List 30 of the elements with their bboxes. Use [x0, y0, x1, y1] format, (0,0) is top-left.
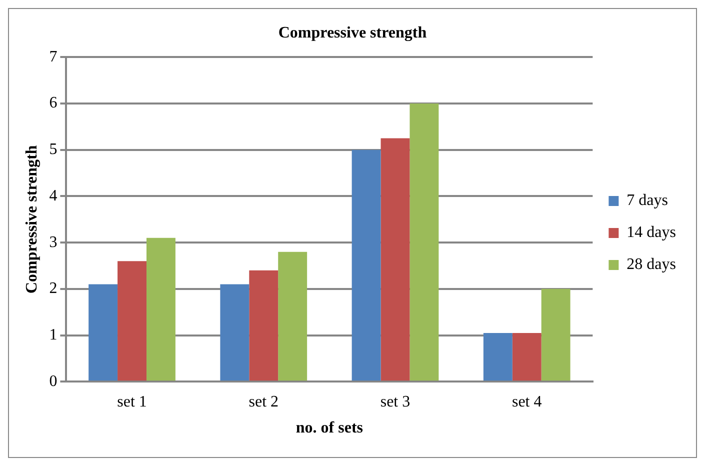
x-axis-title: no. of sets [296, 420, 363, 437]
x-tick-label: set 3 [380, 393, 410, 410]
bar [278, 252, 308, 381]
y-tick-label: 4 [49, 187, 58, 204]
bar [352, 150, 381, 381]
legend-label: 28 days [626, 256, 676, 274]
bar [483, 332, 512, 381]
bar [410, 104, 439, 381]
x-tick-label: set 4 [512, 393, 542, 410]
y-tick-label: 3 [49, 234, 58, 251]
legend-label: 14 days [626, 224, 676, 242]
bar [88, 284, 118, 381]
legend-label: 7 days [626, 192, 668, 210]
bar [512, 332, 542, 381]
bar [541, 288, 570, 381]
x-tick-label: set 1 [117, 393, 147, 410]
y-axis-title: Compressive strength [24, 145, 41, 294]
bar [118, 261, 146, 381]
bar [380, 138, 410, 381]
bar [220, 284, 250, 381]
y-tick-label: 6 [49, 94, 58, 112]
bar [249, 270, 278, 381]
bar [146, 238, 176, 381]
chart-title: Compressive strength [278, 24, 427, 42]
y-tick-label: 2 [49, 280, 58, 298]
x-tick-label: set 2 [248, 393, 279, 410]
y-tick-label: 0 [49, 372, 58, 390]
y-tick-label: 7 [49, 48, 58, 66]
y-tick-label: 1 [49, 326, 58, 344]
y-tick-label: 5 [49, 141, 58, 158]
